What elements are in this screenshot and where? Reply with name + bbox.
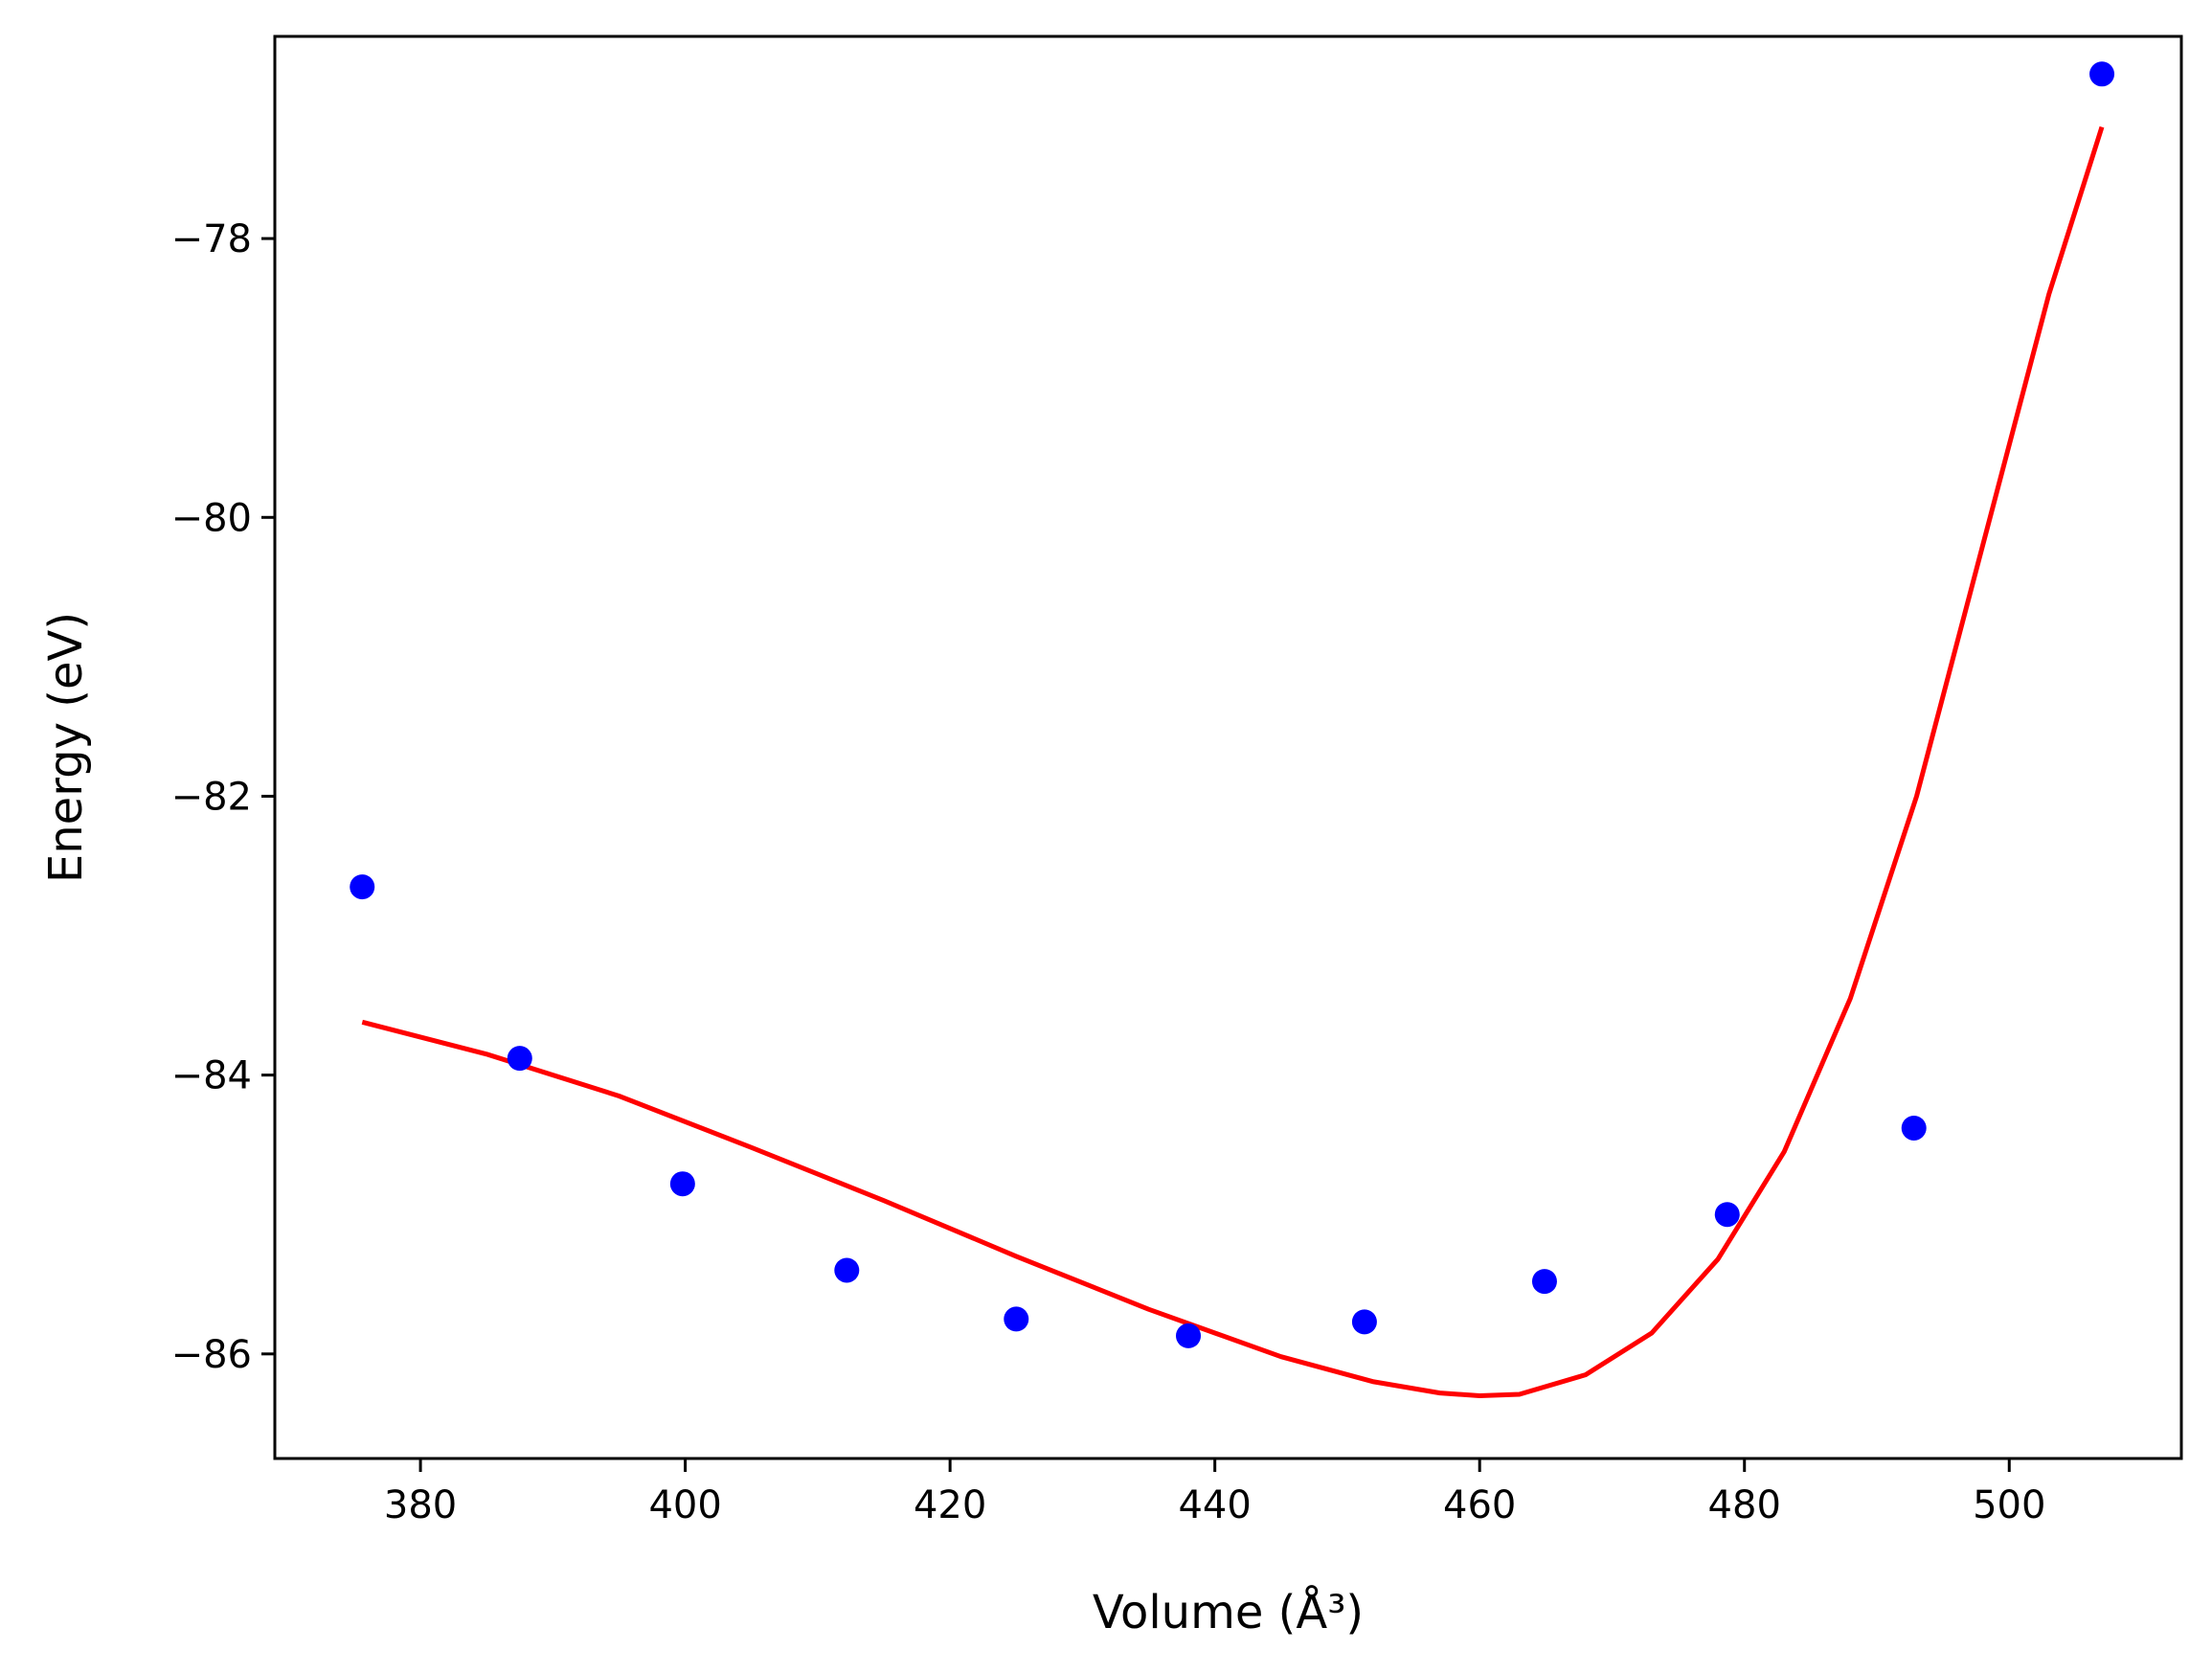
data-point: [2089, 61, 2115, 87]
data-points-group: [350, 61, 2115, 1348]
data-point: [669, 1171, 695, 1197]
y-tick-label: −84: [171, 1054, 252, 1098]
fit-curve-group: [361, 125, 2105, 1398]
y-tick-label: −80: [171, 496, 252, 540]
x-tick-label: 440: [1178, 1483, 1251, 1527]
data-point: [350, 874, 375, 900]
x-tick-label: 500: [1973, 1483, 2045, 1527]
y-tick-label: −78: [171, 217, 252, 261]
y-tick-label: −86: [171, 1333, 252, 1377]
data-point: [1351, 1309, 1377, 1335]
data-point: [1901, 1115, 1927, 1141]
x-tick-label: 480: [1708, 1483, 1781, 1527]
x-axis-ticks: 380 400 420 440 460 480 500: [384, 1458, 2045, 1527]
axes-frame: [273, 34, 2183, 1460]
x-tick-label: 460: [1443, 1483, 1516, 1527]
data-point: [1531, 1269, 1557, 1295]
data-point: [1004, 1306, 1029, 1332]
x-axis-label: Volume (Å³): [1093, 1585, 1364, 1639]
x-tick-label: 380: [384, 1483, 457, 1527]
data-point: [834, 1257, 860, 1283]
y-axis-ticks: −78 −80 −82 −84 −86: [171, 217, 275, 1377]
y-axis-label: Energy (eV): [39, 612, 93, 883]
x-tick-label: 400: [648, 1483, 721, 1527]
data-point: [507, 1046, 532, 1072]
data-point: [1714, 1202, 1740, 1228]
fit-curve-line: [361, 125, 2105, 1398]
y-tick-label: −82: [171, 775, 252, 819]
x-tick-label: 420: [914, 1483, 986, 1527]
data-point: [1176, 1323, 1202, 1348]
